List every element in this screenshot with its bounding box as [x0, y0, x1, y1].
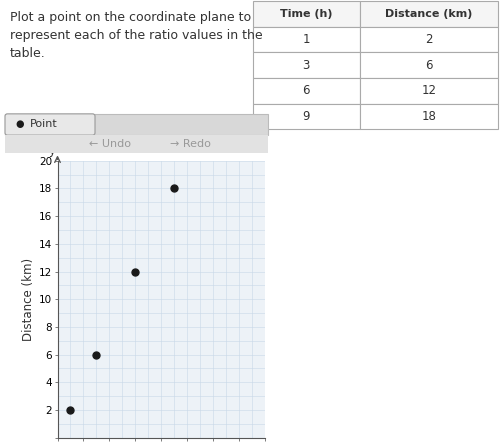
Text: 6: 6	[425, 58, 432, 72]
Text: Distance (km): Distance (km)	[385, 9, 472, 19]
Text: Point: Point	[30, 120, 58, 129]
Text: 6: 6	[302, 84, 310, 97]
Text: ●: ●	[16, 120, 24, 129]
Point	[132, 268, 140, 275]
Text: 12: 12	[421, 84, 436, 97]
Text: y: y	[48, 144, 56, 157]
Point	[92, 351, 100, 358]
Text: ← Undo: ← Undo	[89, 139, 131, 149]
Text: Plot a point on the coordinate plane to
represent each of the ratio values in th: Plot a point on the coordinate plane to …	[10, 11, 262, 60]
Point	[66, 407, 74, 414]
Text: 18: 18	[422, 110, 436, 123]
Text: 2: 2	[425, 33, 432, 46]
Text: 9: 9	[302, 110, 310, 123]
Point	[170, 185, 178, 192]
Text: 1: 1	[302, 33, 310, 46]
Text: → Redo: → Redo	[170, 139, 210, 149]
Y-axis label: Distance (km): Distance (km)	[22, 258, 35, 341]
Text: 3: 3	[302, 58, 310, 72]
Text: Time (h): Time (h)	[280, 9, 332, 19]
